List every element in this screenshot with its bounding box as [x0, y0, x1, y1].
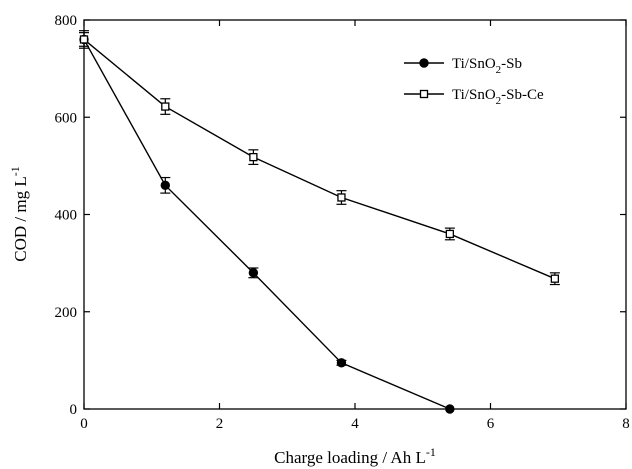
legend-label: Ti/SnO2-Sb [452, 56, 522, 76]
data-point [248, 268, 259, 278]
plot-frame [83, 19, 627, 410]
legend: Ti/SnO2-Sb Ti/SnO2-Sb-Ce [404, 56, 544, 107]
x-tick-label: 4 [351, 416, 359, 432]
series-2 [79, 32, 560, 286]
x-axis-title: Charge loading / Ah L-1 [274, 445, 436, 467]
data-point [550, 274, 560, 283]
series-group [79, 30, 560, 414]
data-point [249, 152, 258, 162]
y-tick-label: 0 [70, 402, 78, 418]
data-point [336, 358, 347, 368]
series-1 [79, 30, 455, 414]
y-tick-label: 600 [55, 110, 78, 126]
series-line [83, 39, 451, 410]
y-tick-label: 400 [55, 208, 78, 224]
legend-marker [419, 58, 429, 68]
y-tick-label: 800 [55, 13, 78, 29]
y-tick-label: 200 [55, 305, 78, 321]
data-point [79, 35, 89, 44]
data-point [445, 229, 455, 239]
x-tick-label: 2 [216, 416, 224, 432]
data-point [160, 180, 171, 191]
series-line [83, 38, 556, 280]
x-tick-label: 8 [622, 416, 630, 432]
legend-item: Ti/SnO2-Sb-Ce [404, 87, 544, 107]
legend-label: Ti/SnO2-Sb-Ce [452, 87, 544, 107]
axes [83, 19, 627, 410]
x-tick-label: 6 [487, 416, 495, 432]
data-point [445, 404, 455, 414]
legend-marker [419, 89, 429, 99]
x-tick-label: 0 [80, 416, 88, 432]
data-point [161, 102, 170, 111]
legend-item: Ti/SnO2-Sb [404, 56, 522, 76]
y-axis-title: COD / mg L-1 [8, 166, 30, 261]
data-point [337, 193, 346, 202]
ticks: 0 2 4 6 8 0 200 400 600 800 [55, 13, 630, 432]
